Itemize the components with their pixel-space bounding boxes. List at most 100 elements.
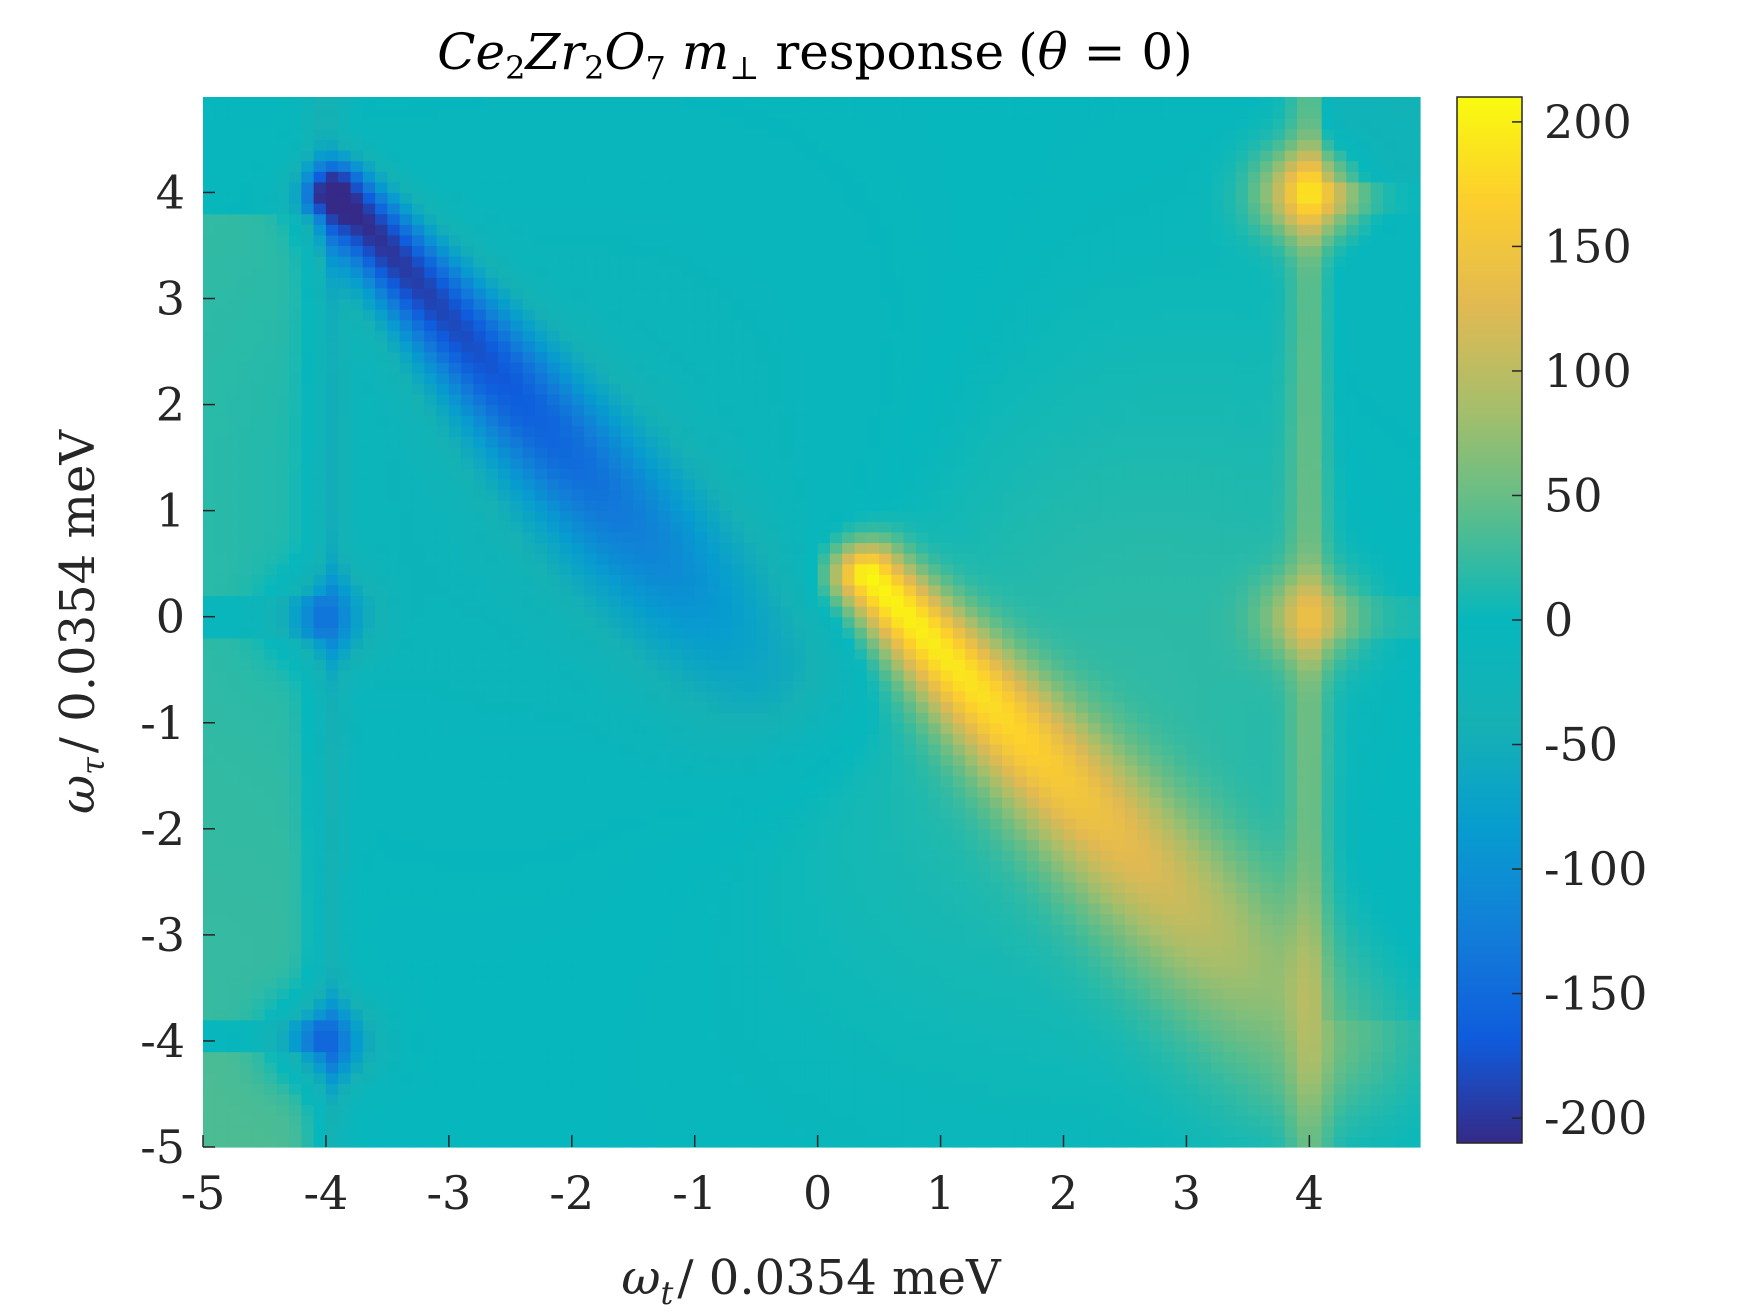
- heatmap-cell: [780, 1125, 794, 1137]
- heatmap-cell: [657, 680, 671, 692]
- heatmap-cell: [1211, 892, 1224, 904]
- heatmap-cell: [707, 913, 720, 925]
- heatmap-cell: [940, 807, 954, 819]
- heatmap-cell: [1137, 733, 1151, 745]
- heatmap-cell: [522, 1062, 536, 1074]
- heatmap-cell: [1198, 1093, 1212, 1106]
- heatmap-cell: [829, 637, 843, 650]
- heatmap-cell: [559, 1040, 573, 1053]
- heatmap-cell: [1124, 1072, 1138, 1084]
- heatmap-cell: [1321, 1030, 1335, 1042]
- heatmap-cell: [571, 1093, 585, 1106]
- heatmap-cell: [1297, 786, 1310, 798]
- heatmap-cell: [227, 818, 241, 830]
- heatmap-cell: [1186, 1083, 1200, 1095]
- heatmap-cell: [448, 754, 462, 766]
- heatmap-cell: [1149, 627, 1163, 639]
- heatmap-cell: [1026, 680, 1040, 692]
- heatmap-cell: [203, 966, 216, 978]
- heatmap-cell: [633, 669, 647, 681]
- heatmap-cell: [1395, 1115, 1409, 1127]
- heatmap-cell: [1014, 818, 1028, 830]
- heatmap-cell: [891, 1083, 905, 1095]
- heatmap-cell: [1161, 987, 1175, 1000]
- heatmap-cell: [645, 775, 659, 787]
- heatmap-cell: [1026, 733, 1040, 745]
- heatmap-cell: [1137, 934, 1151, 947]
- heatmap-cell: [239, 754, 253, 766]
- heatmap-cell: [1395, 987, 1409, 1000]
- heatmap-cell: [1407, 966, 1421, 978]
- heatmap-cell: [842, 945, 856, 957]
- heatmap-cell: [731, 977, 745, 989]
- heatmap-cell: [879, 871, 892, 883]
- heatmap-cell: [1321, 1072, 1335, 1084]
- heatmap-cell: [1370, 956, 1384, 968]
- heatmap-cell: [203, 977, 216, 989]
- heatmap-cell: [1026, 616, 1040, 628]
- heatmap-cell: [1346, 627, 1360, 639]
- heatmap-cell: [989, 860, 1003, 872]
- heatmap-cell: [719, 690, 733, 703]
- heatmap-cell: [375, 1030, 388, 1042]
- heatmap-cell: [1051, 818, 1065, 830]
- heatmap-cell: [891, 924, 905, 936]
- heatmap-cell: [461, 892, 475, 904]
- heatmap-cell: [670, 669, 684, 681]
- heatmap-cell: [1284, 648, 1298, 660]
- heatmap-cell: [301, 807, 315, 819]
- heatmap-cell: [756, 1072, 770, 1084]
- heatmap-cell: [362, 606, 376, 618]
- heatmap-cell: [805, 616, 819, 628]
- heatmap-cell: [276, 1115, 290, 1127]
- heatmap-cell: [1112, 1019, 1126, 1031]
- heatmap-cell: [657, 1136, 671, 1148]
- heatmap-cell: [842, 998, 856, 1010]
- heatmap-cell: [866, 1104, 880, 1116]
- heatmap-cell: [485, 818, 499, 830]
- heatmap-cell: [829, 956, 843, 968]
- heatmap-cell: [485, 998, 499, 1010]
- heatmap-cell: [350, 892, 364, 904]
- heatmap-cell: [1198, 945, 1212, 957]
- heatmap-cell: [559, 627, 573, 639]
- heatmap-cell: [411, 1093, 425, 1106]
- heatmap-cell: [694, 924, 708, 936]
- heatmap-cell: [940, 903, 954, 915]
- heatmap-cell: [891, 1093, 905, 1106]
- heatmap-cell: [1063, 1125, 1077, 1137]
- heatmap-cell: [1063, 1083, 1077, 1095]
- heatmap-cell: [707, 722, 720, 734]
- heatmap-cell: [239, 1051, 253, 1063]
- heatmap-cell: [731, 945, 745, 957]
- heatmap-cell: [1186, 797, 1200, 809]
- heatmap-cell: [1358, 1030, 1372, 1042]
- heatmap-cell: [829, 786, 843, 798]
- heatmap-cell: [805, 754, 819, 766]
- heatmap-cell: [1186, 945, 1200, 957]
- heatmap-cell: [1051, 1083, 1065, 1095]
- heatmap-cell: [325, 786, 339, 798]
- heatmap-cell: [1174, 892, 1188, 904]
- heatmap-cell: [1358, 913, 1372, 925]
- heatmap-cell: [559, 797, 573, 809]
- heatmap-cell: [891, 1030, 905, 1042]
- heatmap-cell: [1284, 637, 1298, 650]
- heatmap-cell: [313, 1019, 327, 1031]
- heatmap-cell: [473, 1125, 487, 1137]
- heatmap-cell: [510, 627, 524, 639]
- heatmap-cell: [780, 966, 794, 978]
- heatmap-cell: [498, 648, 511, 660]
- heatmap-cell: [498, 669, 511, 681]
- heatmap-cell: [694, 1136, 708, 1148]
- heatmap-cell: [461, 1051, 475, 1063]
- heatmap-cell: [608, 913, 622, 925]
- heatmap-cell: [424, 1125, 438, 1137]
- heatmap-cell: [915, 1062, 929, 1074]
- heatmap-cell: [301, 860, 315, 872]
- heatmap-cell: [965, 680, 979, 692]
- heatmap-cell: [952, 945, 966, 957]
- heatmap-cell: [252, 1009, 266, 1021]
- heatmap-cell: [375, 850, 388, 862]
- heatmap-cell: [1260, 712, 1274, 724]
